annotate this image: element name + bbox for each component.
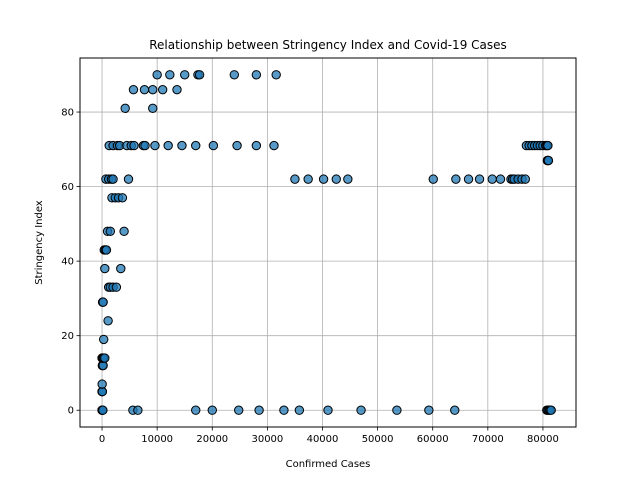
data-point bbox=[116, 263, 126, 274]
data-point bbox=[474, 174, 485, 184]
data-point bbox=[177, 140, 187, 151]
data-point bbox=[543, 155, 554, 166]
data-point bbox=[165, 70, 175, 80]
x-tick-label: 10000 bbox=[141, 434, 173, 445]
data-point bbox=[290, 174, 300, 184]
x-tick-label: 0 bbox=[99, 434, 105, 445]
data-point bbox=[148, 84, 158, 95]
data-point bbox=[140, 140, 150, 151]
data-point bbox=[424, 405, 434, 415]
data-point bbox=[450, 405, 460, 415]
data-point bbox=[323, 405, 333, 415]
data-point bbox=[152, 70, 162, 80]
data-point bbox=[191, 140, 201, 151]
data-point bbox=[546, 405, 556, 415]
data-point bbox=[520, 174, 530, 184]
plot-area bbox=[80, 58, 576, 427]
x-tick-label: 20000 bbox=[196, 434, 228, 445]
y-tick-label: 60 bbox=[61, 182, 74, 193]
data-point bbox=[105, 226, 116, 237]
data-point bbox=[294, 405, 305, 415]
data-point bbox=[148, 103, 158, 114]
data-point bbox=[157, 84, 168, 95]
data-point bbox=[101, 245, 112, 255]
data-point bbox=[229, 70, 240, 80]
data-points bbox=[97, 70, 556, 415]
y-axis-label: Stringency Index bbox=[34, 200, 45, 285]
data-point bbox=[98, 334, 109, 345]
x-axis-label: Confirmed Cases bbox=[286, 459, 371, 470]
data-point bbox=[98, 405, 108, 415]
data-point bbox=[451, 174, 461, 184]
y-tick-label: 20 bbox=[61, 331, 74, 342]
data-point bbox=[428, 174, 438, 184]
data-point bbox=[123, 174, 134, 184]
data-point bbox=[172, 84, 182, 95]
data-point bbox=[120, 103, 130, 114]
data-point bbox=[111, 282, 122, 292]
data-point bbox=[303, 174, 313, 184]
data-point bbox=[254, 405, 264, 415]
data-point bbox=[543, 140, 553, 151]
data-point bbox=[271, 70, 281, 80]
data-point bbox=[163, 140, 173, 151]
y-tick-label: 40 bbox=[61, 257, 74, 268]
data-point bbox=[463, 174, 474, 184]
data-point bbox=[356, 405, 366, 415]
data-point bbox=[108, 174, 118, 184]
data-point bbox=[232, 140, 242, 151]
data-point bbox=[207, 405, 217, 415]
data-point bbox=[180, 70, 190, 80]
y-tick-label: 80 bbox=[61, 108, 74, 119]
data-point bbox=[97, 379, 107, 389]
data-point bbox=[343, 174, 353, 184]
data-point bbox=[234, 405, 244, 415]
data-point bbox=[100, 263, 110, 274]
chart-title: Relationship between Stringency Index an… bbox=[149, 38, 507, 52]
data-point bbox=[495, 174, 506, 184]
y-tick-label: 0 bbox=[68, 406, 74, 417]
data-point bbox=[251, 140, 262, 151]
data-point bbox=[129, 140, 139, 151]
x-tick-label: 40000 bbox=[307, 434, 339, 445]
data-point bbox=[117, 193, 128, 203]
data-point bbox=[208, 140, 219, 151]
x-tick-label: 60000 bbox=[417, 434, 449, 445]
data-point bbox=[133, 405, 143, 415]
data-point bbox=[100, 353, 110, 363]
plot-frame bbox=[79, 57, 577, 428]
x-tick-label: 50000 bbox=[362, 434, 394, 445]
data-point bbox=[487, 174, 497, 184]
data-point bbox=[128, 84, 139, 95]
data-point bbox=[139, 84, 150, 95]
x-tick-label: 30000 bbox=[251, 434, 283, 445]
data-point bbox=[98, 297, 108, 307]
data-point bbox=[150, 140, 160, 151]
x-tick-label: 80000 bbox=[527, 434, 559, 445]
data-point bbox=[279, 405, 289, 415]
data-point bbox=[119, 226, 129, 237]
data-point bbox=[103, 316, 113, 326]
data-point bbox=[318, 174, 329, 184]
axis-ticks: 0 10000 20000 30000 40000 50000 60000 70000 8000… bbox=[61, 108, 559, 445]
data-point bbox=[191, 405, 201, 415]
data-point bbox=[269, 140, 279, 151]
data-point bbox=[251, 70, 262, 80]
data-point bbox=[194, 70, 205, 80]
data-point bbox=[392, 405, 402, 415]
x-tick-label: 70000 bbox=[472, 434, 504, 445]
data-point bbox=[331, 174, 341, 184]
